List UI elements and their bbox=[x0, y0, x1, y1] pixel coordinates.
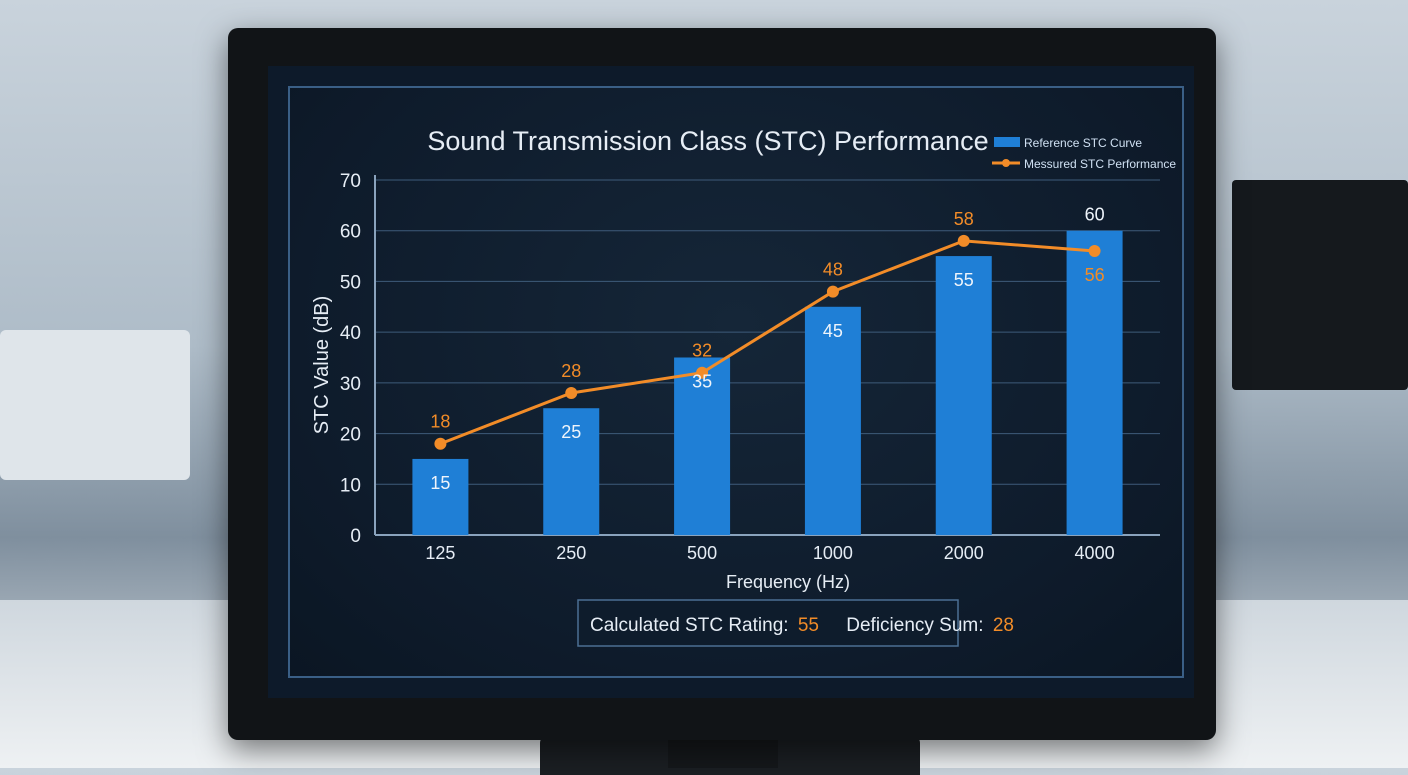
legend-label-measured: Messured STC Performance bbox=[1024, 157, 1176, 171]
x-tick-label: 125 bbox=[425, 543, 455, 563]
y-tick-label: 60 bbox=[340, 222, 361, 243]
bar-value-label: 25 bbox=[561, 422, 581, 442]
point-measured-2000 bbox=[957, 234, 970, 247]
point-measured-125 bbox=[434, 437, 447, 450]
bar-value-label: 15 bbox=[430, 473, 450, 493]
x-tick-label: 500 bbox=[687, 543, 717, 563]
bar-reference-250 bbox=[543, 408, 600, 535]
y-tick-label: 20 bbox=[340, 425, 361, 446]
line-measured bbox=[439, 239, 1095, 446]
point-measured-250 bbox=[565, 387, 578, 399]
bar-reference-500 bbox=[674, 357, 731, 535]
bar-reference-4000 bbox=[1066, 230, 1123, 535]
background-monitor bbox=[1232, 180, 1408, 390]
y-tick-label: 10 bbox=[340, 475, 361, 496]
legend-label-reference: Reference STC Curve bbox=[1024, 136, 1142, 150]
lab-equipment bbox=[0, 330, 190, 480]
point-value-label: 48 bbox=[823, 260, 843, 280]
bar-value-label: 45 bbox=[823, 321, 843, 341]
point-measured-1000 bbox=[826, 285, 839, 298]
x-tick-label: 2000 bbox=[944, 543, 984, 563]
stc-rating-value: 55 bbox=[798, 615, 819, 636]
point-measured-4000 bbox=[1088, 245, 1101, 257]
y-axis-label: STC Value (dB) bbox=[311, 296, 333, 435]
legend-marker-measured bbox=[1002, 159, 1010, 167]
svg-text:Calculated STC Rating: 5: Calculated STC Rating: 55 Deficiency Sum… bbox=[590, 615, 1014, 636]
y-tick-label: 50 bbox=[340, 272, 361, 293]
summary-box: Calculated STC Rating: 55 Deficiency Sum… bbox=[577, 599, 1014, 647]
x-axis-label: Frequency (Hz) bbox=[726, 572, 850, 592]
y-tick-label: 40 bbox=[340, 323, 361, 344]
legend: Reference STC Curve Messured STC Perform… bbox=[992, 136, 1176, 171]
point-value-label: 18 bbox=[430, 412, 450, 432]
y-tick-label: 30 bbox=[340, 374, 361, 395]
bar-value-label: 35 bbox=[692, 372, 712, 392]
chart-panel bbox=[288, 86, 1184, 678]
point-measured-500 bbox=[696, 366, 709, 379]
legend-swatch-reference bbox=[994, 137, 1020, 147]
y-tick-label: 70 bbox=[340, 171, 361, 192]
point-value-label: 32 bbox=[692, 341, 712, 361]
deficiency-sum-label: Deficiency Sum: bbox=[846, 615, 983, 636]
x-tick-label: 1000 bbox=[813, 543, 853, 563]
point-value-label: 58 bbox=[954, 209, 974, 229]
bar-reference-2000 bbox=[935, 256, 992, 535]
bar-value-label: 55 bbox=[954, 270, 974, 290]
stc-rating-label: Calculated STC Rating: bbox=[590, 615, 789, 636]
chart-title: Sound Transmission Class (STC) Performan… bbox=[427, 126, 988, 156]
point-value-label: 56 bbox=[1085, 265, 1105, 285]
bar-value-label: 60 bbox=[1085, 205, 1105, 225]
x-tick-label: 250 bbox=[556, 543, 586, 563]
y-tick-label: 0 bbox=[350, 526, 361, 547]
bar-reference-1000 bbox=[804, 306, 861, 535]
x-tick-label: 4000 bbox=[1075, 543, 1115, 563]
bar-reference-125 bbox=[412, 458, 469, 535]
deficiency-sum-value: 28 bbox=[993, 615, 1014, 636]
point-value-label: 28 bbox=[561, 361, 581, 381]
